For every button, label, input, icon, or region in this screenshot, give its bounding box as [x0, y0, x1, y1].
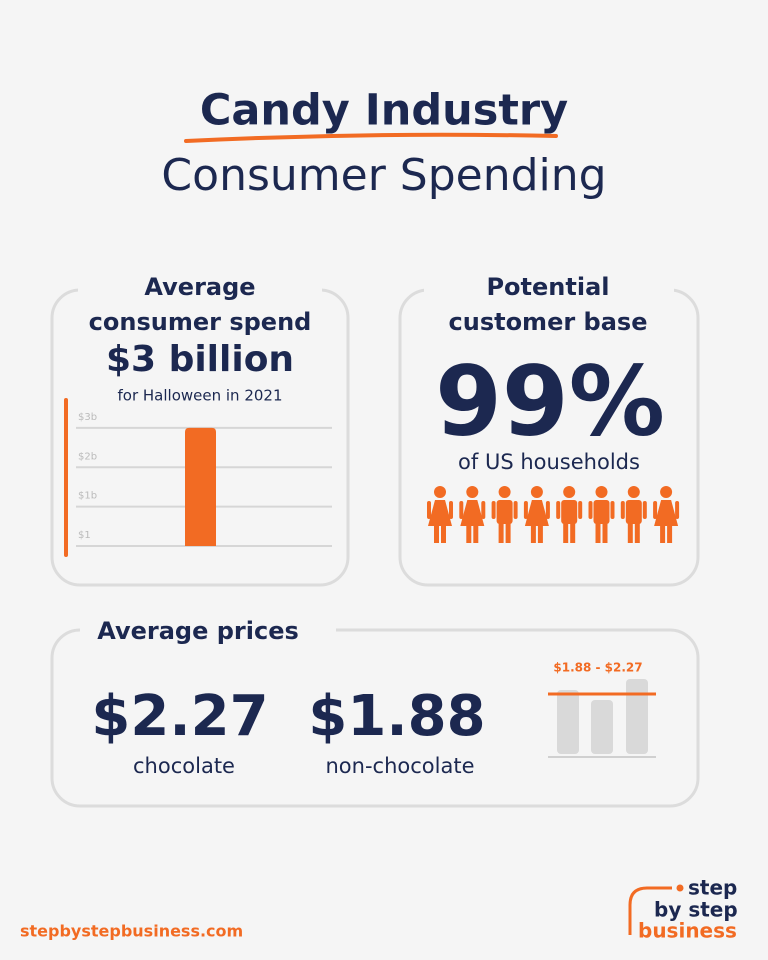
y-tick-label: $3b — [78, 412, 97, 423]
person-leg — [634, 520, 640, 543]
person-head — [530, 486, 543, 498]
logo-text: step — [688, 876, 737, 900]
person-leg — [627, 520, 633, 543]
y-tick-label: $2b — [78, 451, 97, 462]
person-leg — [570, 520, 576, 543]
border-gap — [424, 282, 674, 298]
border-gap — [78, 282, 322, 298]
person-leg — [660, 520, 666, 543]
title-underline — [184, 132, 558, 143]
border-gap — [80, 622, 336, 638]
logo-shape — [628, 886, 672, 935]
person-arm — [523, 501, 528, 519]
person-body — [460, 500, 485, 526]
person-arm — [556, 501, 561, 519]
person-leg — [537, 520, 543, 543]
person-body — [428, 500, 452, 526]
card-title: Average prices — [97, 617, 299, 645]
card-title: customer base — [449, 308, 648, 336]
spend-value: $3 billion — [106, 339, 294, 380]
price-value: $1.88 — [308, 684, 485, 749]
range-label: $1.88 - $2.27 — [553, 661, 642, 675]
person-head — [627, 486, 640, 498]
person-arm — [610, 501, 615, 519]
person-leg — [595, 520, 601, 543]
person-head — [466, 486, 479, 498]
person-leg — [530, 520, 536, 543]
price-value: $2.27 — [91, 684, 268, 749]
logo-dot — [676, 884, 684, 892]
person-leg — [466, 520, 472, 543]
person-arm — [427, 501, 431, 519]
card-title: Average — [144, 273, 255, 301]
person-arm — [545, 501, 550, 519]
customer-caption: of US households — [458, 450, 640, 474]
customer-value: 99% — [435, 345, 665, 457]
person-arm — [513, 501, 518, 519]
person-arm — [481, 501, 486, 519]
person-head — [563, 486, 576, 498]
deco-bar — [626, 679, 648, 754]
person-arm — [620, 501, 625, 519]
person-arm — [578, 501, 583, 519]
person-head — [498, 486, 511, 498]
person-body — [625, 500, 642, 524]
person-body — [593, 500, 610, 524]
person-leg — [602, 520, 608, 543]
person-leg — [667, 520, 673, 543]
person-leg — [434, 520, 439, 543]
y-tick-label: $1 — [78, 530, 91, 541]
price-label: non-chocolate — [326, 754, 475, 778]
title: Candy Industry — [200, 86, 568, 136]
person-leg — [498, 520, 504, 543]
y-tick-label: $1b — [78, 491, 97, 502]
subtitle: Consumer Spending — [161, 150, 606, 201]
person-leg — [441, 520, 446, 543]
people-icons — [427, 486, 680, 543]
person-leg — [473, 520, 479, 543]
person-arm — [459, 501, 464, 519]
spend-caption: for Halloween in 2021 — [118, 387, 283, 405]
person-head — [660, 486, 673, 498]
person-arm — [491, 501, 496, 519]
person-leg — [505, 520, 511, 543]
person-arm — [449, 501, 453, 519]
person-arm — [642, 501, 647, 519]
person-head — [434, 486, 446, 498]
person-body — [496, 500, 513, 524]
bar — [185, 427, 216, 546]
card-title: Potential — [486, 273, 609, 301]
person-arm — [653, 501, 658, 519]
logo-text: business — [638, 919, 737, 943]
person-leg — [563, 520, 569, 543]
person-body — [561, 500, 578, 524]
prices-card — [50, 628, 700, 808]
card-title: consumer spend — [89, 308, 312, 336]
price-label: chocolate — [133, 754, 235, 778]
deco-bar — [591, 700, 613, 754]
person-arm — [588, 501, 593, 519]
footer-url: stepbystepbusiness.com — [20, 922, 243, 941]
deco-bar — [557, 690, 579, 754]
person-arm — [675, 501, 680, 519]
person-body — [524, 500, 549, 526]
person-body — [654, 500, 679, 526]
logo-text: by step — [654, 898, 738, 922]
person-head — [595, 486, 608, 498]
